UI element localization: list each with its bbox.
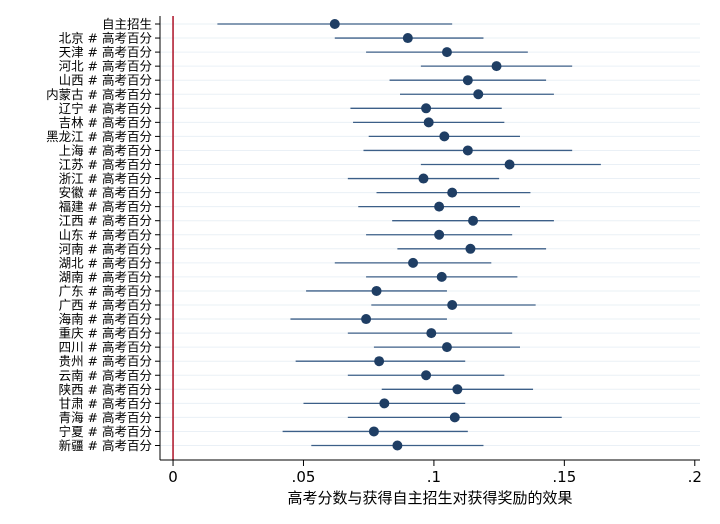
point-estimate <box>421 103 432 114</box>
category-label: 辽宁 # 高考百分 <box>59 101 152 116</box>
point-estimate <box>408 257 419 268</box>
x-tick-label: .05 <box>292 468 316 486</box>
category-label: 上海 # 高考百分 <box>59 143 152 158</box>
point-estimate <box>402 33 413 44</box>
point-estimate <box>421 370 432 381</box>
point-estimate <box>439 131 450 142</box>
point-estimate <box>452 384 463 395</box>
category-label: 云南 # 高考百分 <box>59 368 152 383</box>
category-label: 江西 # 高考百分 <box>59 213 152 228</box>
x-tick-label: 0 <box>168 468 178 486</box>
category-label: 自主招生 <box>102 17 152 32</box>
point-estimate <box>447 187 458 198</box>
point-estimate <box>436 271 447 282</box>
category-label: 陕西 # 高考百分 <box>59 382 152 397</box>
point-estimate <box>434 201 445 212</box>
category-label: 河南 # 高考百分 <box>59 241 152 256</box>
category-label: 北京 # 高考百分 <box>59 31 152 46</box>
point-estimates <box>329 19 515 451</box>
x-tick-labels: 0 .05 .1 .15 .2 <box>168 468 702 486</box>
x-tick-label: .15 <box>552 468 576 486</box>
point-estimate <box>329 19 340 29</box>
point-estimate <box>426 328 437 339</box>
point-estimate <box>462 75 473 86</box>
category-label: 内蒙古 # 高考百分 <box>46 87 152 102</box>
point-estimate <box>462 145 473 156</box>
x-tick-label: .1 <box>427 468 441 486</box>
point-estimate <box>371 285 382 296</box>
point-estimate <box>434 229 445 240</box>
point-estimate <box>374 356 385 367</box>
point-estimate <box>361 314 372 325</box>
category-label: 河北 # 高考百分 <box>59 59 152 74</box>
category-label: 贵州 # 高考百分 <box>59 354 152 369</box>
category-label: 青海 # 高考百分 <box>59 410 152 425</box>
point-estimate <box>441 342 452 353</box>
category-label: 山西 # 高考百分 <box>59 73 152 88</box>
point-estimate <box>473 89 484 100</box>
category-label: 天津 # 高考百分 <box>59 45 152 60</box>
point-estimate <box>465 243 476 254</box>
category-label: 江苏 # 高考百分 <box>59 157 152 172</box>
category-label: 安徽 # 高考百分 <box>59 185 152 200</box>
category-label: 甘肃 # 高考百分 <box>59 396 152 411</box>
category-label: 吉林 # 高考百分 <box>59 115 152 130</box>
category-label: 重庆 # 高考百分 <box>59 326 152 341</box>
x-tick-label: .2 <box>688 468 702 486</box>
point-estimate <box>468 215 479 226</box>
category-label: 广西 # 高考百分 <box>59 298 152 313</box>
point-estimate <box>418 173 429 184</box>
point-estimate <box>449 412 460 423</box>
point-estimate <box>423 117 434 128</box>
category-label: 湖南 # 高考百分 <box>59 269 152 284</box>
category-label: 广东 # 高考百分 <box>59 283 152 298</box>
category-label: 宁夏 # 高考百分 <box>59 424 152 439</box>
point-estimate <box>447 300 458 310</box>
axes <box>155 16 700 466</box>
category-label: 山东 # 高考百分 <box>59 227 152 242</box>
category-label: 海南 # 高考百分 <box>59 312 152 327</box>
point-estimate <box>392 440 403 451</box>
point-estimate <box>491 61 502 72</box>
point-estimate <box>504 159 515 170</box>
point-estimate <box>441 47 452 58</box>
category-label: 浙江 # 高考百分 <box>59 171 152 186</box>
point-estimate <box>379 398 390 409</box>
category-label: 黑龙江 # 高考百分 <box>46 129 152 144</box>
category-label: 新疆 # 高考百分 <box>59 438 152 453</box>
x-axis-label: 高考分数与获得自主招生对获得奖励的效果 <box>287 489 572 507</box>
category-label: 四川 # 高考百分 <box>59 340 152 355</box>
category-label: 福建 # 高考百分 <box>59 199 152 214</box>
category-label: 湖北 # 高考百分 <box>59 255 152 270</box>
point-estimate <box>368 426 379 437</box>
